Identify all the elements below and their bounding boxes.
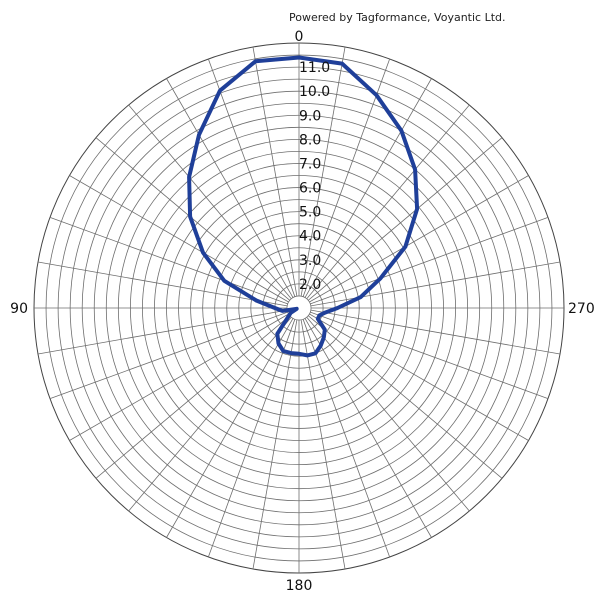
ring-label-1: 3.0	[299, 253, 321, 269]
grid-spoke-350	[300, 46, 346, 297]
grid-spoke-320	[306, 104, 470, 300]
ring-label-8: 10.0	[299, 84, 330, 100]
ring-label-5: 7.0	[299, 157, 321, 173]
grid-spoke-100	[37, 309, 288, 355]
watermark-text: Powered by Tagformance, Voyantic Ltd.	[289, 11, 506, 24]
series-layer	[187, 55, 420, 358]
angle-label-180: 180	[286, 578, 313, 592]
grid-spoke-310	[307, 137, 503, 301]
grid-spoke-160	[207, 319, 296, 558]
grid-spoke-210	[304, 318, 432, 538]
ring-label-7: 9.0	[299, 108, 321, 124]
angle-label-0: 0	[295, 29, 304, 45]
grid-spoke-130	[95, 315, 291, 479]
labels-layer: 2.0 3.0 4.0 5.0 6.0 7.0 8.0 9.0 10.0 11.0 0 90 180 27…	[10, 29, 595, 592]
grid-spoke-290	[310, 216, 549, 305]
grid-spoke-260	[310, 309, 561, 355]
ring-label-9: 11.0	[299, 60, 330, 76]
grid-spoke-330	[304, 78, 432, 298]
grid-spoke-170	[252, 319, 298, 570]
grid-spoke-280	[310, 261, 561, 307]
grid-spoke-120	[69, 313, 289, 441]
grid-spoke-190	[300, 319, 346, 570]
grid-spoke-20	[207, 58, 296, 297]
grid-spoke-340	[302, 58, 391, 297]
grid-spoke-60	[69, 175, 289, 303]
grid-spoke-230	[307, 315, 503, 479]
angle-label-270: 270	[568, 301, 595, 317]
ring-label-6: 8.0	[299, 132, 321, 148]
grid-spoke-10	[252, 46, 298, 297]
ring-label-0: 2.0	[299, 277, 321, 293]
grid-spoke-70	[49, 216, 288, 305]
grid-spoke-40	[128, 104, 292, 300]
grid-spoke-250	[310, 311, 549, 400]
grid-spoke-220	[306, 316, 470, 512]
grid-spoke-140	[128, 316, 292, 512]
polar-grid	[33, 42, 565, 574]
grid-spoke-240	[309, 313, 529, 441]
grid-spoke-200	[302, 319, 391, 558]
ring-label-3: 5.0	[299, 205, 321, 221]
ring-label-2: 4.0	[299, 229, 321, 245]
angle-label-90: 90	[10, 301, 28, 317]
grid-spoke-300	[309, 175, 529, 303]
grid-spoke-150	[166, 318, 294, 538]
series-line-0	[187, 55, 420, 358]
grid-spoke-80	[37, 261, 288, 307]
grid-spoke-110	[49, 311, 288, 400]
ring-label-4: 6.0	[299, 181, 321, 197]
grid-spoke-30	[166, 78, 294, 298]
